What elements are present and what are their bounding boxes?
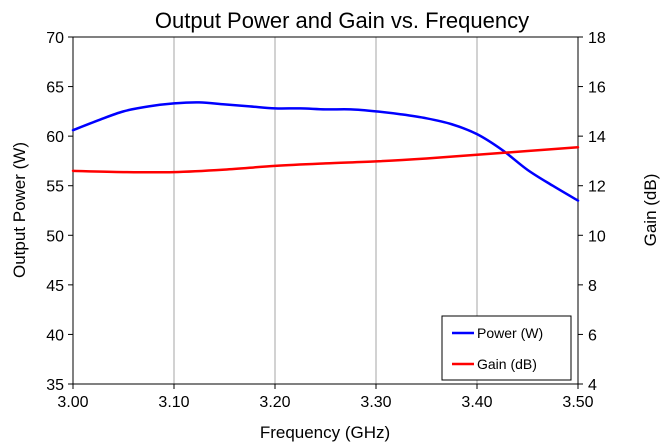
y2-tick-label: 14 bbox=[588, 129, 606, 146]
y2-tick-label: 16 bbox=[588, 80, 606, 97]
y-tick-label: 35 bbox=[46, 377, 64, 394]
legend-label-power: Power (W) bbox=[477, 325, 543, 341]
series-line-gain bbox=[71, 146, 580, 174]
plot-area-frame bbox=[72, 36, 579, 385]
y2-tick-label: 8 bbox=[588, 278, 597, 295]
legend: Power (W) Gain (dB) bbox=[441, 315, 572, 381]
legend-label-gain: Gain (dB) bbox=[477, 356, 537, 372]
x-axis: 3.00 3.10 3.20 3.30 3.40 3.50 bbox=[57, 384, 594, 411]
y-tick-label: 45 bbox=[46, 278, 64, 295]
y-axis-left: 35 40 45 50 55 60 65 70 bbox=[46, 30, 73, 394]
y-axis-right: 4 6 8 10 12 14 16 18 bbox=[578, 30, 606, 394]
y2-tick-label: 6 bbox=[588, 327, 597, 344]
y-tick-label: 70 bbox=[46, 30, 64, 47]
series-lines bbox=[71, 101, 580, 202]
y-tick-label: 50 bbox=[46, 228, 64, 245]
x-tick-label: 3.10 bbox=[158, 394, 189, 411]
x-tick-label: 3.30 bbox=[360, 394, 391, 411]
x-tick-label: 3.00 bbox=[57, 394, 88, 411]
x-tick-label: 3.20 bbox=[259, 394, 290, 411]
y-tick-label: 40 bbox=[46, 327, 64, 344]
y2-tick-label: 12 bbox=[588, 179, 606, 196]
y2-tick-label: 4 bbox=[588, 377, 597, 394]
y-tick-label: 60 bbox=[46, 129, 64, 146]
y2-tick-label: 10 bbox=[588, 228, 606, 245]
chart-title: Output Power and Gain vs. Frequency bbox=[155, 8, 529, 33]
x-tick-label: 3.40 bbox=[461, 394, 492, 411]
x-tick-label: 3.50 bbox=[562, 394, 593, 411]
legend-box bbox=[441, 315, 572, 381]
y2-tick-label: 18 bbox=[588, 30, 606, 47]
series-line-power bbox=[71, 101, 580, 202]
y-axis-label: Output Power (W) bbox=[10, 142, 29, 278]
vertical-gridlines bbox=[173, 37, 478, 384]
y-tick-label: 55 bbox=[46, 179, 64, 196]
x-axis-label: Frequency (GHz) bbox=[260, 423, 390, 442]
y2-axis-label: Gain (dB) bbox=[641, 174, 660, 247]
y-tick-label: 65 bbox=[46, 80, 64, 97]
